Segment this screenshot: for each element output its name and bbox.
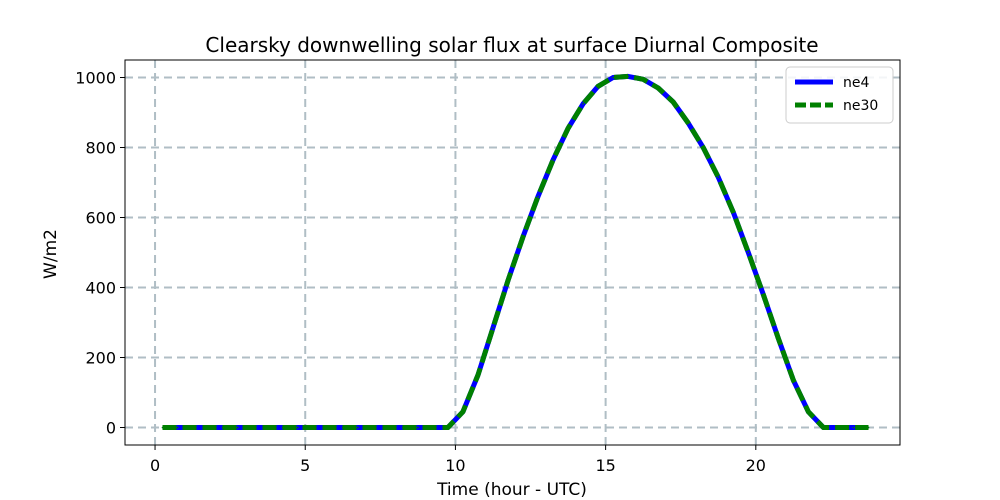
data-point-ne30 [281, 426, 284, 429]
data-point-ne30 [597, 85, 599, 88]
data-point-ne30 [762, 293, 765, 296]
data-point-ne30 [236, 426, 239, 429]
data-point-ne30 [687, 122, 690, 124]
data-point-ne30 [657, 87, 659, 89]
data-point-ne30 [552, 158, 554, 161]
x-tick-label: 15 [595, 456, 615, 475]
data-point-ne30 [221, 426, 224, 429]
data-point-ne30 [341, 426, 344, 429]
y-tick-label: 1000 [75, 69, 116, 88]
data-point-ne30 [447, 426, 449, 429]
plot-frame [124, 59, 901, 446]
data-point-ne30 [837, 426, 840, 429]
data-point-ne30 [852, 426, 855, 429]
series-line-ne4 [162, 73, 869, 430]
x-tick-label: 20 [746, 456, 766, 475]
data-point-ne30 [507, 279, 509, 282]
data-point-ne30 [747, 251, 750, 254]
data-point-ne30 [732, 211, 735, 214]
data-point-ne30 [387, 426, 389, 429]
series-line-ne30 [162, 73, 869, 430]
data-point-ne30 [867, 426, 870, 429]
y-tick-label: 200 [85, 349, 116, 368]
y-tick-label: 400 [85, 279, 116, 298]
data-point-ne30 [417, 426, 419, 429]
y-axis-title: W/m2 [41, 229, 61, 279]
data-point-ne30 [717, 176, 720, 179]
data-point-ne30 [642, 78, 644, 81]
data-point-ne30 [672, 101, 675, 103]
data-point-ne30 [822, 426, 825, 429]
data-point-ne30 [311, 426, 314, 429]
data-point-ne30 [807, 410, 810, 413]
data-point-ne30 [582, 102, 584, 105]
x-axis: 0 5 10 15 20 [150, 445, 766, 475]
y-tick-label: 600 [85, 209, 116, 228]
data-point-ne30 [326, 426, 329, 429]
data-point-ne30 [357, 426, 359, 429]
y-tick-label: 800 [85, 139, 116, 158]
legend-box [785, 66, 894, 124]
data-point-ne30 [567, 127, 569, 130]
data-point-ne30 [191, 426, 194, 429]
data-point-ne30 [176, 426, 179, 429]
data-point-ne30 [462, 410, 464, 413]
grid [125, 60, 900, 445]
data-point-ne30 [432, 426, 434, 429]
data-point-ne30 [477, 374, 479, 376]
y-axis: 0 200 400 600 800 1000 [75, 69, 125, 438]
legend-label-ne30: ne30 [843, 98, 878, 114]
data-point-ne30 [372, 426, 374, 429]
data-point-ne30 [266, 426, 269, 429]
data-point-ne30 [206, 426, 209, 429]
x-tick-label: 10 [445, 456, 465, 475]
data-point-ne30 [537, 195, 539, 198]
data-point-ne30 [522, 235, 524, 238]
legend: ne4 ne30 [785, 66, 894, 124]
y-tick-label: 0 [106, 419, 116, 438]
data-point-ne30 [402, 426, 404, 429]
data-point-ne30 [792, 379, 795, 382]
data-point-ne30 [296, 426, 299, 429]
chart-title: Clearsky downwelling solar flux at surfa… [205, 33, 818, 57]
data-point-ne30 [161, 426, 164, 429]
x-axis-title: Time (hour - UTC) [436, 480, 587, 500]
data-point-ne30 [251, 426, 254, 429]
data-point-ne30 [777, 337, 780, 340]
legend-label-ne4: ne4 [843, 75, 869, 91]
data-point-ne30 [492, 326, 494, 329]
series-layer [161, 73, 870, 430]
x-tick-label: 0 [150, 456, 160, 475]
x-tick-label: 5 [300, 456, 310, 475]
data-point-ne30 [627, 75, 629, 78]
data-point-ne30 [612, 76, 614, 79]
data-point-ne30 [702, 146, 705, 149]
